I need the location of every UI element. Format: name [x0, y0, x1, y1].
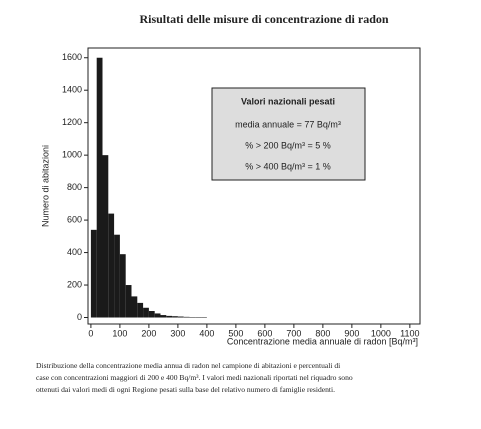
bar: [119, 254, 126, 318]
annotation-line: media annuale = 77 Bq/m³: [235, 119, 341, 129]
x-tick-label: 700: [286, 328, 301, 338]
annotation-title: Valori nazionali pesati: [241, 96, 335, 106]
x-tick-label: 200: [141, 328, 156, 338]
x-tick-label: 600: [257, 328, 272, 338]
y-tick-label: 0: [77, 312, 82, 322]
x-tick-label: 300: [170, 328, 185, 338]
bar: [172, 316, 178, 318]
y-tick-label: 600: [67, 214, 82, 224]
x-tick-label: 900: [344, 328, 359, 338]
bar: [201, 317, 207, 318]
bar: [114, 234, 120, 318]
caption-line: Distribuzione della concentrazione media…: [36, 361, 340, 370]
x-tick-label: 0: [88, 328, 93, 338]
caption-line: case con concentrazioni maggiori di 200 …: [36, 373, 353, 382]
bar: [160, 315, 167, 318]
bar: [195, 317, 202, 318]
bar: [154, 313, 161, 318]
y-tick-label: 800: [67, 182, 82, 192]
caption-line: ottenuti dai valori medi di ogni Regione…: [36, 385, 335, 394]
x-tick-label: 1000: [371, 328, 391, 338]
annotation-line: % > 400 Bq/m³ = 1 %: [245, 161, 331, 171]
x-tick-label: 500: [228, 328, 243, 338]
bar: [108, 213, 115, 318]
y-tick-label: 1600: [62, 52, 82, 62]
x-tick-label: 100: [112, 328, 127, 338]
annotation-box: [211, 87, 366, 181]
bar: [189, 317, 196, 318]
y-tick-label: 1400: [62, 85, 82, 95]
bar: [102, 155, 109, 318]
y-tick-label: 1000: [62, 150, 82, 160]
y-tick-label: 200: [67, 279, 82, 289]
bar: [177, 316, 184, 318]
y-axis-label: Numero di abitazioni: [40, 145, 50, 227]
chart-title: Risultati delle misure di concentrazione…: [139, 12, 388, 26]
bar: [143, 307, 149, 318]
bar: [137, 302, 144, 318]
bar: [148, 311, 155, 318]
x-tick-label: 800: [315, 328, 330, 338]
y-tick-label: 1200: [62, 117, 82, 127]
x-tick-label: 400: [199, 328, 214, 338]
annotation-line: % > 200 Bq/m³ = 5 %: [245, 140, 331, 150]
x-tick-label: 1100: [400, 328, 419, 338]
bar: [90, 229, 97, 318]
x-axis-label: Concentrazione media annuale di radon [B…: [227, 336, 418, 346]
bar: [96, 57, 103, 318]
bar: [183, 316, 190, 318]
bar: [125, 285, 132, 318]
plot-frame: [87, 47, 421, 325]
bar: [131, 296, 138, 318]
bar: [166, 315, 173, 318]
y-tick-label: 400: [67, 247, 82, 257]
